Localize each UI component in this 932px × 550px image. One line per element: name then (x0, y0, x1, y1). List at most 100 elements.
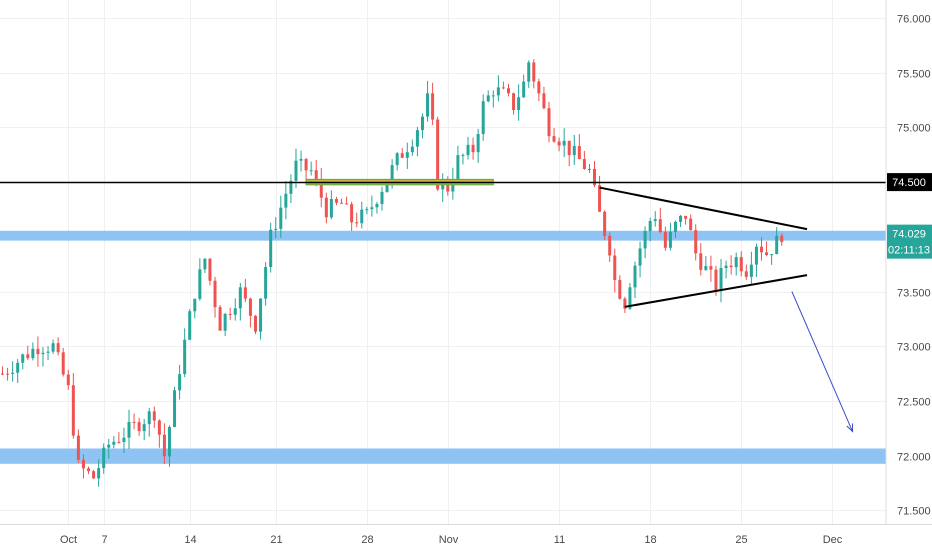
candle-body (775, 235, 779, 255)
candle-body (21, 354, 25, 363)
candle-body (532, 62, 536, 82)
candle-body (486, 95, 490, 102)
candle-body (127, 421, 131, 438)
candle-body (193, 298, 197, 312)
candle-body (744, 271, 748, 277)
candle-body (355, 222, 359, 224)
candle-body (289, 180, 293, 194)
resistance-price-badge: 74.500 (887, 173, 932, 192)
candle-body (719, 267, 723, 291)
candle-body (345, 203, 349, 205)
candle-body (198, 269, 202, 299)
candle-body (466, 144, 470, 156)
candle-body (112, 441, 116, 445)
candle-body (648, 221, 652, 232)
x-tick-label: 11 (554, 534, 565, 546)
projection-arrow-line[interactable] (791, 291, 854, 432)
candle-body (577, 146, 581, 159)
candle-body (572, 146, 576, 156)
candle-body (390, 165, 394, 182)
candles (1, 59, 784, 487)
candle-body (527, 62, 531, 82)
candle-body (370, 207, 374, 210)
candle-body (704, 266, 708, 270)
current-price-badge: 74.029 02:11:13 (887, 224, 932, 259)
candle-body (557, 141, 561, 146)
candle-body (375, 203, 379, 208)
y-tick-label: 72.500 (897, 397, 931, 409)
candle-body (304, 158, 308, 171)
candle-body (87, 468, 91, 472)
candle-body (36, 348, 40, 355)
drawings (0, 178, 886, 433)
triangle-upper-trendline[interactable] (599, 186, 808, 231)
candle-body (587, 168, 591, 170)
candle-body (765, 252, 769, 256)
triangle-lower-trendline[interactable] (624, 274, 808, 308)
candle-body (456, 155, 460, 180)
candle-body (507, 88, 510, 94)
y-tick-label: 75.500 (897, 69, 931, 81)
candle-body (603, 211, 607, 236)
candle-body (481, 101, 485, 134)
candle-body (173, 390, 177, 427)
candle-body (385, 181, 389, 192)
candle-body (16, 362, 20, 373)
candle-body (618, 279, 622, 299)
y-tick-label: 73.500 (897, 288, 931, 300)
candle-body (243, 287, 247, 299)
support-resistance-zone-upper[interactable] (0, 230, 886, 241)
candle-body (56, 343, 60, 353)
candle-body (562, 140, 566, 146)
candle-body (178, 374, 182, 391)
candle-body (157, 420, 161, 435)
price-badges: 74.500 74.029 02:11:13 (887, 173, 932, 259)
candle-body (699, 253, 703, 270)
candle-body (142, 424, 146, 432)
candle-body (770, 254, 774, 256)
current-badge-countdown: 02:11:13 (888, 245, 930, 257)
candle-body (1, 373, 4, 375)
candle-body (643, 231, 647, 249)
candle-body (81, 459, 85, 469)
candle-body (360, 209, 364, 224)
candle-body (623, 298, 627, 309)
candle-body (259, 298, 263, 332)
candle-body (319, 179, 323, 198)
x-tick-label: 28 (361, 534, 373, 546)
y-tick-label: 71.500 (897, 506, 931, 518)
candle-body (613, 255, 617, 280)
candle-body (208, 258, 212, 281)
x-tick-label: 25 (735, 534, 747, 546)
candle-body (754, 246, 758, 265)
candle-body (147, 411, 151, 425)
x-tick-label: Nov (439, 534, 459, 546)
candle-body (92, 471, 96, 479)
candle-body (410, 146, 414, 153)
support-zone-lower[interactable] (0, 448, 886, 464)
candle-body (223, 313, 227, 331)
candle-body (329, 199, 333, 218)
candle-body (628, 287, 632, 309)
current-badge-bg (887, 224, 932, 259)
candle-body (734, 257, 738, 268)
candle-body (694, 230, 698, 254)
candle-body (653, 219, 657, 222)
candle-body (183, 339, 187, 375)
candle-body (451, 179, 455, 192)
candle-body (152, 411, 156, 421)
candle-body (501, 87, 505, 89)
candle-body (400, 153, 404, 158)
candle-body (117, 441, 121, 443)
candle-body (228, 313, 232, 315)
candle-body (739, 257, 743, 272)
candle-body (542, 93, 546, 109)
candle-body (299, 158, 303, 161)
y-tick-label: 73.000 (897, 342, 931, 354)
candle-body (284, 193, 288, 208)
candle-body (593, 168, 597, 186)
candle-body (279, 207, 283, 229)
candle-body (26, 354, 30, 359)
